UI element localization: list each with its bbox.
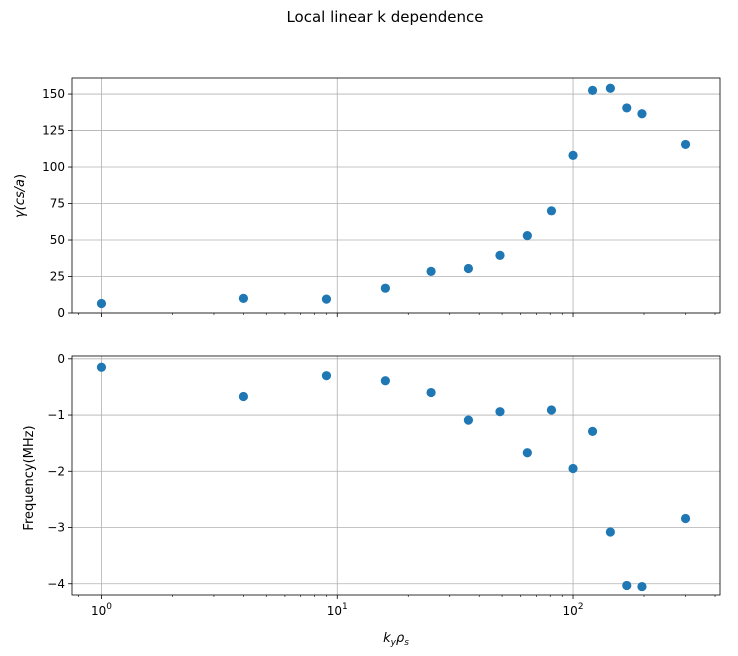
figure-title: Local linear k dependence (286, 8, 483, 26)
x-tick-label: 100 (91, 602, 112, 618)
bottom-data-point (426, 387, 436, 398)
bottom-y-axis-label: Frequency(MHz) (22, 425, 37, 530)
top-data-point (568, 150, 578, 160)
bottom-data-point (495, 407, 505, 417)
x-axis-label: kyρs (383, 631, 409, 648)
bottom-data-point (546, 405, 557, 415)
top-data-point (546, 206, 557, 216)
top-y-tick-label: 25 (50, 270, 65, 284)
top-data-point (463, 263, 474, 274)
bottom-panel-frequency: 0 −1 −2 −3 −4 100 101 102 (47, 352, 721, 618)
bottom-y-tick-label: −1 (47, 408, 65, 422)
top-data-point (587, 85, 598, 96)
top-panel-growth-rate: 0 25 50 75 100 125 150 (42, 77, 721, 320)
top-data-point (380, 283, 390, 293)
top-axes-frame (71, 77, 721, 314)
top-y-tick-label: 50 (50, 233, 65, 247)
bottom-data-point (605, 527, 615, 537)
bottom-axes-frame (71, 355, 721, 596)
x-tick-label: 101 (327, 602, 348, 618)
bottom-y-tick-label: −2 (47, 464, 65, 478)
top-y-tick-label: 75 (50, 197, 65, 211)
top-y-tick-label: 150 (42, 87, 65, 101)
top-data-point (605, 83, 615, 93)
bottom-y-tick-label: −4 (47, 577, 65, 591)
top-data-point (637, 109, 647, 119)
bottom-data-point (380, 376, 390, 386)
top-y-tick-label: 125 (42, 124, 65, 138)
bottom-data-point (321, 371, 332, 381)
top-data-point (426, 266, 436, 277)
top-data-point (321, 294, 332, 304)
top-y-tick-label: 0 (57, 306, 65, 320)
bottom-data-point (680, 513, 691, 524)
bottom-data-point (637, 581, 647, 592)
top-y-axis-label: γ(cs/a) (13, 174, 28, 218)
x-tick-label: 102 (563, 602, 584, 618)
top-data-point (680, 139, 691, 150)
bottom-data-point (96, 362, 107, 372)
bottom-data-point (568, 463, 578, 474)
bottom-y-tick-label: −3 (47, 521, 65, 535)
bottom-data-point (587, 426, 598, 436)
top-y-tick-label: 100 (42, 160, 65, 174)
top-data-point (495, 250, 505, 260)
top-data-point (622, 103, 632, 113)
bottom-data-point (622, 580, 632, 591)
top-data-point (96, 298, 107, 309)
bottom-data-point (522, 448, 532, 458)
bottom-data-point (238, 391, 249, 402)
top-data-point (522, 231, 532, 241)
top-data-point (238, 293, 249, 304)
bottom-y-tick-label: 0 (57, 352, 65, 366)
bottom-data-point (463, 415, 474, 425)
